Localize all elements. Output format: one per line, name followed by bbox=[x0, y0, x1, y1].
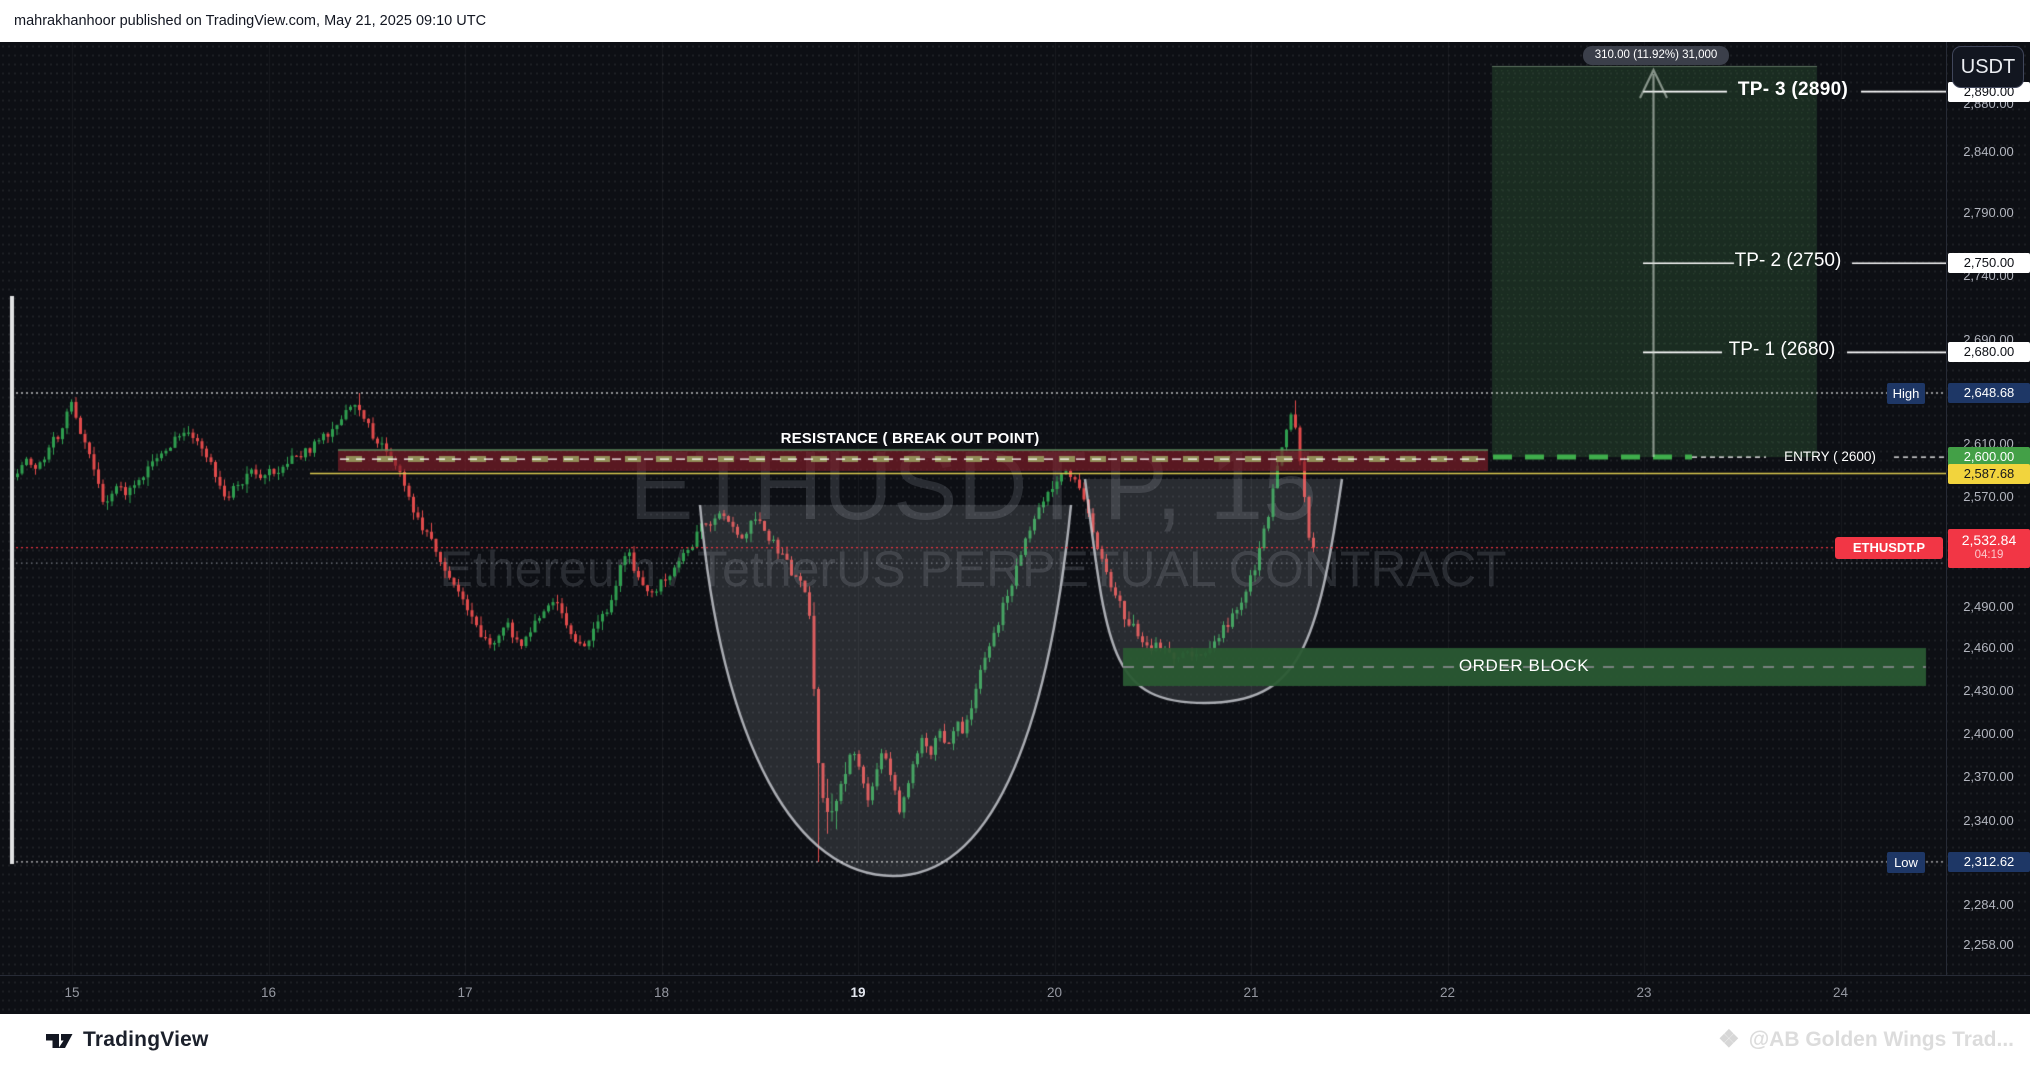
time-tick: 22 bbox=[1439, 985, 1456, 1000]
time-tick: 17 bbox=[457, 985, 473, 1000]
price-tick: 2,490.00 bbox=[1963, 598, 2014, 614]
price-label-last: 2,532.84 04:19 bbox=[1948, 528, 2030, 568]
diamond-icon: ❖ bbox=[1718, 1026, 1740, 1053]
order-block-annotation: ORDER BLOCK bbox=[1458, 656, 1590, 675]
price-label-tp1: 2,680.00 bbox=[1948, 342, 2030, 363]
price-label-low: 2,312.62 bbox=[1948, 851, 2030, 872]
price-tick: 2,284.00 bbox=[1963, 896, 2014, 912]
time-tick: 20 bbox=[1046, 985, 1063, 1000]
price-tick: 2,400.00 bbox=[1963, 725, 2014, 741]
price-label-entry: 2,600.00 bbox=[1948, 447, 2030, 468]
price-tick: 2,258.00 bbox=[1963, 936, 2014, 952]
last-price-value: 2,532.84 bbox=[1961, 531, 2017, 548]
tp2-annotation: TP- 2 (2750) bbox=[1734, 250, 1842, 272]
time-tick: 23 bbox=[1636, 985, 1652, 1000]
header-bar: mahrakhanhoor published on TradingView.c… bbox=[0, 0, 2030, 42]
tradingview-logo[interactable]: TradingView bbox=[44, 1025, 209, 1055]
price-label-high: 2,648.68 bbox=[1948, 383, 2030, 403]
time-axis[interactable]: 15 16 17 18 19 20 21 22 23 24 bbox=[0, 975, 2030, 1014]
price-tick: 2,460.00 bbox=[1963, 640, 2014, 656]
measurement-tooltip: 310.00 (11.92%) 31,000 bbox=[1583, 46, 1729, 65]
resistance-annotation: RESISTANCE ( BREAK OUT POINT) bbox=[780, 430, 1040, 447]
price-label-stop: 2,587.68 bbox=[1948, 463, 2030, 484]
low-badge: Low bbox=[1887, 851, 1925, 873]
author-watermark: ❖ @AB Golden Wings Trad... bbox=[1718, 1025, 2014, 1054]
tp3-annotation: TP- 3 (2890) bbox=[1737, 78, 1849, 100]
attribution-text: mahrakhanhoor published on TradingView.c… bbox=[14, 13, 487, 29]
price-tick: 2,340.00 bbox=[1963, 813, 2014, 829]
price-tick: 2,430.00 bbox=[1963, 682, 2014, 698]
price-tick: 2,840.00 bbox=[1963, 143, 2014, 159]
author-watermark-text: @AB Golden Wings Trad... bbox=[1748, 1027, 2014, 1051]
tradingview-logo-icon bbox=[46, 1033, 73, 1048]
price-tick: 2,570.00 bbox=[1963, 489, 2014, 505]
time-tick: 18 bbox=[653, 985, 670, 1000]
tradingview-logo-text: TradingView bbox=[83, 1027, 209, 1051]
price-tick: 2,610.00 bbox=[1963, 435, 2014, 451]
candlestick-canvas[interactable] bbox=[0, 42, 1946, 975]
price-label-tp2: 2,750.00 bbox=[1948, 253, 2030, 274]
time-tick: 24 bbox=[1832, 985, 1849, 1000]
symbol-price-pill: ETHUSDT.P bbox=[1835, 536, 1943, 559]
time-tick: 15 bbox=[64, 985, 80, 1000]
price-tick: 2,790.00 bbox=[1963, 205, 2014, 221]
price-tick: 2,370.00 bbox=[1963, 769, 2014, 785]
price-scale[interactable]: 2,890.00 2,750.00 2,680.00 2,648.68 2,60… bbox=[1946, 42, 2030, 975]
time-tick: 19 bbox=[850, 985, 866, 1000]
chart-area: ETHUSDT.P, 15 Ethereum / TetherUS PERPET… bbox=[0, 42, 2030, 1014]
entry-annotation: ENTRY ( 2600) bbox=[1784, 449, 1876, 465]
time-tick: 21 bbox=[1243, 985, 1259, 1000]
footer-bar: TradingView ❖ @AB Golden Wings Trad... bbox=[0, 1014, 2030, 1065]
high-badge: High bbox=[1887, 383, 1925, 404]
currency-toggle-button[interactable]: USDT bbox=[1952, 46, 2024, 88]
bar-countdown: 04:19 bbox=[1974, 548, 2004, 561]
time-tick: 16 bbox=[260, 985, 277, 1000]
tp1-annotation: TP- 1 (2680) bbox=[1728, 339, 1836, 361]
